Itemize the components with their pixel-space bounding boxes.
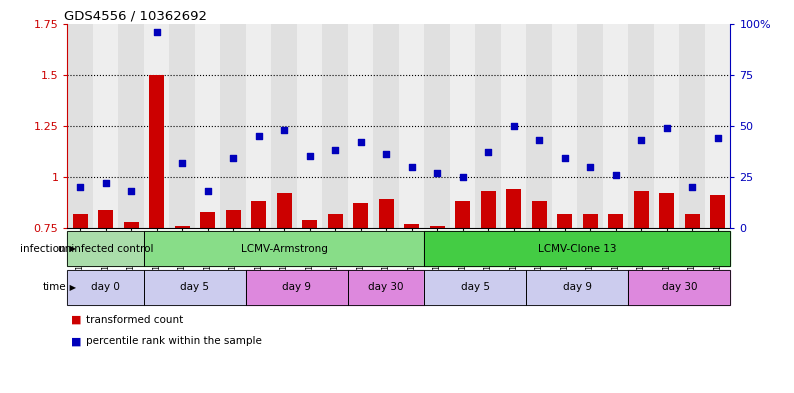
Bar (404, 224, 419, 228)
Bar (175, 226, 190, 228)
Point (686, 184, 699, 190)
Point (303, 153, 316, 160)
Point (354, 139, 367, 145)
Bar (480, 191, 496, 228)
Bar (634, 191, 649, 228)
Text: day 30: day 30 (661, 282, 697, 292)
Text: time: time (42, 282, 66, 292)
Bar (251, 201, 266, 228)
Bar (680, 24, 705, 228)
Bar (583, 214, 598, 228)
Point (533, 137, 545, 143)
Point (584, 163, 596, 170)
Bar (430, 226, 445, 228)
Bar (501, 24, 526, 228)
Bar (710, 195, 726, 228)
Point (507, 123, 520, 129)
Text: ▶: ▶ (67, 244, 75, 253)
Text: day 30: day 30 (368, 282, 404, 292)
Point (278, 127, 291, 133)
Bar (531, 201, 547, 228)
Point (150, 29, 163, 35)
Text: day 5: day 5 (461, 282, 490, 292)
Text: ■: ■ (71, 315, 82, 325)
Bar (608, 214, 623, 228)
Text: ■: ■ (71, 336, 82, 346)
Point (176, 160, 189, 166)
Bar (379, 199, 394, 228)
Bar (149, 75, 164, 228)
Bar (425, 24, 450, 228)
Point (609, 172, 622, 178)
Bar (455, 201, 470, 228)
Bar (476, 24, 501, 228)
Bar (322, 24, 348, 228)
Point (661, 125, 673, 131)
Text: infection: infection (21, 244, 66, 254)
Bar (353, 204, 368, 228)
Bar (72, 214, 88, 228)
Bar (684, 214, 700, 228)
Point (635, 137, 648, 143)
Point (99, 180, 112, 186)
Bar (603, 24, 629, 228)
Point (252, 133, 265, 139)
Bar (506, 189, 522, 228)
Bar (246, 24, 272, 228)
Point (406, 163, 418, 170)
Point (457, 174, 469, 180)
Bar (399, 24, 425, 228)
Bar (200, 211, 215, 228)
Point (431, 170, 444, 176)
Text: uninfected control: uninfected control (58, 244, 153, 254)
Bar (144, 24, 169, 228)
Bar (373, 24, 399, 228)
Text: day 0: day 0 (91, 282, 120, 292)
Bar (195, 24, 221, 228)
Text: ▶: ▶ (67, 283, 75, 292)
Bar (328, 214, 343, 228)
Point (558, 155, 571, 162)
Text: LCMV-Armstrong: LCMV-Armstrong (241, 244, 328, 254)
Point (329, 147, 341, 153)
Point (227, 155, 240, 162)
Bar (302, 220, 318, 228)
Text: day 9: day 9 (283, 282, 311, 292)
Bar (526, 24, 552, 228)
Bar (557, 214, 572, 228)
Bar (221, 24, 246, 228)
Bar (118, 24, 144, 228)
Bar (98, 209, 114, 228)
Bar (577, 24, 603, 228)
Text: transformed count: transformed count (86, 315, 183, 325)
Point (202, 188, 214, 194)
Text: LCMV-Clone 13: LCMV-Clone 13 (538, 244, 617, 254)
Text: percentile rank within the sample: percentile rank within the sample (86, 336, 262, 346)
Bar (276, 193, 292, 228)
Bar (272, 24, 297, 228)
Bar (124, 222, 139, 228)
Text: day 5: day 5 (180, 282, 210, 292)
Text: day 9: day 9 (563, 282, 592, 292)
Bar (67, 24, 93, 228)
Point (482, 149, 495, 156)
Text: GDS4556 / 10362692: GDS4556 / 10362692 (64, 9, 207, 22)
Bar (169, 24, 195, 228)
Point (74, 184, 87, 190)
Bar (659, 193, 674, 228)
Bar (225, 209, 241, 228)
Bar (654, 24, 680, 228)
Bar (93, 24, 118, 228)
Bar (705, 24, 730, 228)
Point (711, 135, 724, 141)
Bar (297, 24, 322, 228)
Bar (348, 24, 373, 228)
Point (380, 151, 392, 158)
Bar (450, 24, 476, 228)
Bar (629, 24, 654, 228)
Bar (552, 24, 577, 228)
Point (125, 188, 137, 194)
